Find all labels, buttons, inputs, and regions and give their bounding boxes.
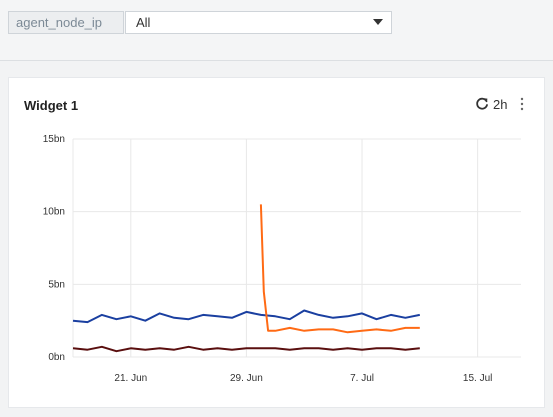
kebab-menu-icon[interactable] xyxy=(519,97,525,111)
chevron-down-icon[interactable] xyxy=(373,19,383,25)
series-line-2[interactable] xyxy=(72,345,420,353)
filter-bar: agent_node_ip All xyxy=(0,0,553,61)
y-tick-label: 15bn xyxy=(43,134,65,145)
x-tick-label: 21. Jun xyxy=(114,373,147,384)
x-axis-labels: 21. Jun 29. Jun 7. Jul 15. Jul xyxy=(114,373,492,384)
series-line-0[interactable] xyxy=(72,309,420,324)
filter-select-value: All xyxy=(136,15,151,30)
series-line-1[interactable] xyxy=(259,204,420,334)
y-tick-label: 10bn xyxy=(43,207,65,218)
series-lines xyxy=(72,204,420,353)
y-axis-labels: 0bn 5bn 10bn 15bn xyxy=(43,134,65,363)
line-chart: 0bn 5bn 10bn 15bn 21. Jun 29. Jun 7. Jul 15. J… xyxy=(43,134,521,384)
x-tick-label: 7. Jul xyxy=(350,373,374,384)
agent-node-ip-select[interactable]: All xyxy=(125,11,392,34)
widget-panel: Widget 1 2h 0bn 5bn 10bn 15bn 21. Jun 29. Ju… xyxy=(8,77,545,408)
widget-title: Widget 1 xyxy=(24,98,79,113)
gridlines xyxy=(72,138,521,358)
refresh-icon[interactable] xyxy=(475,97,489,111)
time-range-label[interactable]: 2h xyxy=(493,97,508,112)
x-tick-label: 29. Jun xyxy=(230,373,263,384)
y-tick-label: 5bn xyxy=(48,279,65,290)
x-tick-label: 15. Jul xyxy=(463,373,492,384)
filter-label: agent_node_ip xyxy=(8,11,124,34)
y-tick-label: 0bn xyxy=(48,352,65,363)
